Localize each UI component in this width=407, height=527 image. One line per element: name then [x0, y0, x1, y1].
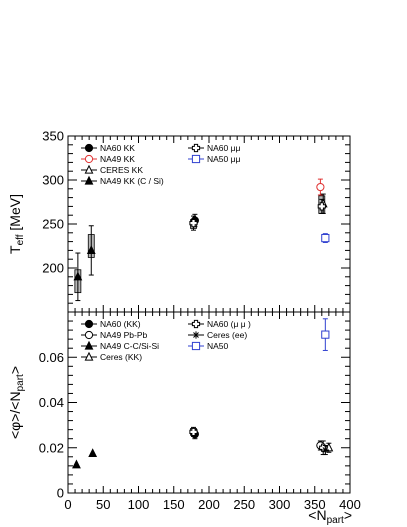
data-point-na49-kk-c-si [73, 271, 83, 281]
legend-entry-ceres-ee: Ceres (ee) [188, 330, 247, 340]
x-tick-label: 300 [269, 497, 291, 512]
data-point-na60 [189, 219, 198, 228]
legend-marker [84, 340, 94, 350]
legend-marker [84, 330, 94, 340]
y-tick-label: 0.06 [39, 350, 64, 365]
legend-label: NA49 Pb-Pb [100, 330, 148, 340]
legend-entry-na49-kk-c-si: NA49 KK (C / Si) [81, 175, 164, 186]
legend-label: CERES KK [100, 165, 143, 175]
series-na60 [189, 426, 328, 456]
legend-entry-na49-kk: NA49 KK [81, 154, 135, 164]
legend-label: NA60 KK [100, 143, 135, 153]
legend-marker [84, 351, 94, 361]
bottom-panel-phi-yield: 0 0.02 0.04 0.06 0 50 100 150 200 250 300 350 400 NA… [7, 311, 361, 526]
x-tick-label: 0 [64, 497, 71, 512]
legend-label: NA49 KK (C / Si) [100, 176, 164, 186]
y-tick-label: 0.02 [39, 440, 64, 455]
legend-label: NA60 (KK) [100, 319, 141, 329]
legend-entry-na60: NA60 (μ μ ) [188, 319, 251, 329]
x-tick-label: 200 [198, 497, 220, 512]
legend-marker [191, 154, 201, 164]
series-na50 [321, 318, 330, 351]
legend-label: NA50 μμ [207, 154, 241, 164]
legend-entry-na49-c-c-si-si: NA49 C-C/Si-Si [81, 340, 159, 351]
legend-entry-na49-pb-pb: NA49 Pb-Pb [81, 330, 148, 340]
legend-label: NA49 KK [100, 154, 135, 164]
top-ticks: 200 250 300 350 [42, 129, 351, 313]
x-tick-label: 250 [233, 497, 255, 512]
legend-label: Ceres (KK) [100, 352, 142, 362]
data-point-na49-kk [316, 182, 325, 192]
legend-marker [191, 319, 201, 329]
bottom-y-axis-label: <φ>/<Npart> [7, 366, 26, 439]
data-point-na60 [317, 202, 326, 211]
top-data-points [73, 178, 330, 302]
legend-marker [84, 175, 94, 185]
y-tick-label: 350 [42, 129, 64, 144]
legend-label: Ceres (ee) [207, 330, 247, 340]
legend-entry-na60-kk: NA60 KK [81, 143, 135, 153]
legend-label: NA60 μμ [207, 143, 241, 153]
x-tick-label: 100 [128, 497, 150, 512]
legend-marker [191, 143, 201, 153]
legend-marker [84, 154, 94, 164]
legend-entry-na50: NA50 μμ [188, 154, 241, 164]
legend-entry-ceres-kk: CERES KK [81, 164, 143, 175]
legend-entry-ceres-kk: Ceres (KK) [81, 351, 142, 362]
x-tick-label: 150 [163, 497, 185, 512]
series-na49-kk [316, 178, 325, 196]
legend-entry-na50: NA50 [188, 341, 229, 351]
legend-marker [191, 341, 201, 351]
legend-marker [84, 164, 94, 174]
data-point-na49-c-c-si-si [72, 459, 81, 469]
top-systematic-boxes [74, 195, 326, 294]
legend-label: NA49 C-C/Si-Si [100, 341, 159, 351]
series-na49-kk-c-si [73, 225, 96, 302]
legend-entry-na60-kk: NA60 (KK) [81, 319, 141, 329]
series-ceres-ee [321, 444, 329, 456]
legend-marker [84, 319, 94, 329]
data-point-na50 [321, 233, 330, 243]
x-tick-label: 50 [96, 497, 110, 512]
data-point-na50 [321, 330, 330, 339]
y-tick-label: 300 [42, 173, 64, 188]
legend-marker [192, 331, 200, 339]
legend-label: NA50 [207, 341, 229, 351]
x-tick-label: 400 [339, 497, 361, 512]
top-y-axis-label: Teff [MeV] [7, 194, 26, 254]
data-point-na49-c-c-si-si [88, 448, 98, 458]
series-na50 [321, 233, 330, 243]
data-point-na60 [189, 427, 198, 437]
y-tick-label: 0 [57, 486, 64, 501]
series-na49-c-c-si-si [72, 448, 98, 469]
data-point-ceres-ee [321, 446, 329, 454]
series-na60 [189, 198, 326, 231]
data-point-na49-kk-c-si [86, 245, 96, 254]
legend-entry-na60: NA60 μμ [188, 143, 241, 153]
legend-marker [84, 143, 94, 153]
y-tick-label: 250 [42, 217, 64, 232]
bottom-data-points [72, 318, 334, 469]
legend-label: NA60 (μ μ ) [207, 319, 251, 329]
y-tick-label: 0.04 [39, 395, 64, 410]
x-tick-label: 350 [304, 497, 326, 512]
y-tick-label: 200 [42, 261, 64, 276]
bottom-x-axis-label: <Npart> [308, 507, 352, 526]
bottom-ticks: 0 0.02 0.04 0.06 0 50 100 150 200 250 300 350 400 [39, 311, 361, 512]
